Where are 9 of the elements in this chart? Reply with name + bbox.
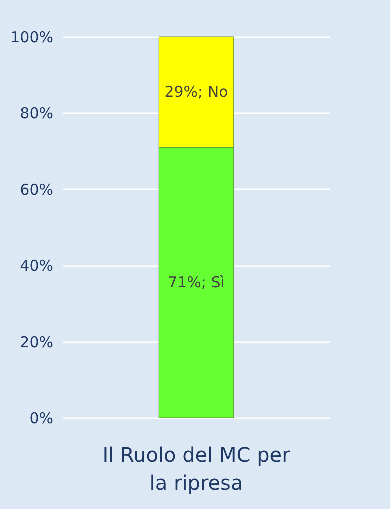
- text: 71%; Sì: [168, 274, 225, 292]
- text: 29%; No: [164, 83, 228, 102]
- y-tick-label: 40%: [20, 257, 54, 276]
- y-tick-label: 100%: [10, 28, 54, 46]
- y-tick-label: 60%: [20, 180, 54, 199]
- y-tick-label: 0%: [30, 410, 54, 428]
- y-tick-label: 80%: [20, 104, 54, 123]
- y-tick-label: 20%: [20, 333, 54, 352]
- text: Il Ruolo del MC per la ripresa: [102, 443, 292, 495]
